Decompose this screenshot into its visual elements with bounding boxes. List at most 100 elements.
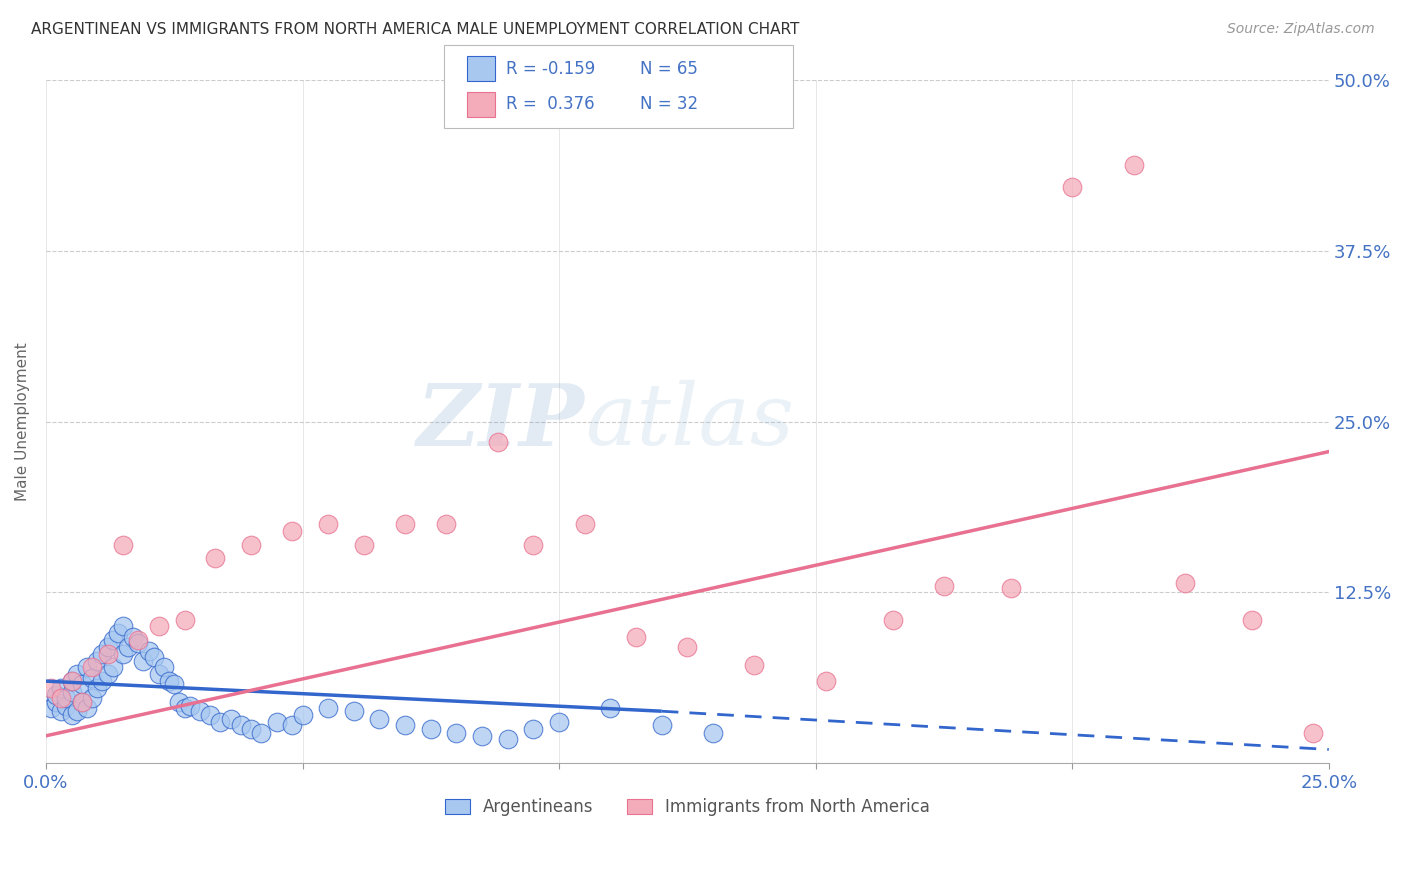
Point — [82, 690, 104, 705]
Point — [148, 619, 170, 633]
Point — [138, 644, 160, 658]
Point — [60, 685, 83, 699]
Text: ARGENTINEAN VS IMMIGRANTS FROM NORTH AMERICA MALE UNEMPLOYMENT CORRELATION CHART: ARGENTINEAN VS IMMIGRANTS FROM NORTH AME… — [31, 22, 799, 37]
Point — [522, 537, 544, 551]
Point — [814, 674, 837, 689]
Point — [394, 718, 416, 732]
Point — [96, 647, 118, 661]
Point — [51, 690, 73, 705]
Point — [343, 704, 366, 718]
Point — [101, 660, 124, 674]
Point — [179, 698, 201, 713]
Point — [353, 537, 375, 551]
Point — [55, 698, 77, 713]
Point — [101, 633, 124, 648]
Text: N = 65: N = 65 — [640, 60, 697, 78]
Point — [39, 701, 62, 715]
Point — [419, 722, 441, 736]
Point — [209, 715, 232, 730]
Point — [219, 713, 242, 727]
Point — [624, 631, 647, 645]
Point — [204, 551, 226, 566]
Point — [117, 640, 139, 654]
Point — [51, 681, 73, 695]
Point — [548, 715, 571, 730]
Point — [60, 674, 83, 689]
Point — [240, 722, 263, 736]
Point — [188, 704, 211, 718]
Point — [169, 695, 191, 709]
Point — [229, 718, 252, 732]
Point — [91, 647, 114, 661]
Point — [82, 672, 104, 686]
Point — [1174, 575, 1197, 590]
Point — [66, 667, 89, 681]
Point — [127, 633, 149, 648]
Point — [111, 537, 134, 551]
Point — [163, 677, 186, 691]
Point — [96, 667, 118, 681]
Point — [76, 660, 98, 674]
Point — [91, 674, 114, 689]
Point — [446, 726, 468, 740]
Point — [599, 701, 621, 715]
Point — [496, 731, 519, 746]
Point — [96, 640, 118, 654]
Legend: Argentineans, Immigrants from North America: Argentineans, Immigrants from North Amer… — [439, 792, 936, 823]
Y-axis label: Male Unemployment: Male Unemployment — [15, 343, 30, 501]
Point — [316, 516, 339, 531]
Point — [148, 667, 170, 681]
Point — [574, 516, 596, 531]
Point — [70, 677, 93, 691]
Text: ZIP: ZIP — [416, 380, 585, 463]
Point — [122, 631, 145, 645]
Point — [142, 649, 165, 664]
Point — [173, 701, 195, 715]
Point — [70, 695, 93, 709]
Point — [111, 619, 134, 633]
Point — [45, 688, 67, 702]
Point — [932, 578, 955, 592]
Point — [281, 524, 304, 538]
Point — [86, 681, 108, 695]
Point — [522, 722, 544, 736]
Point — [240, 537, 263, 551]
Point — [1062, 179, 1084, 194]
Text: atlas: atlas — [585, 380, 794, 463]
Point — [368, 713, 391, 727]
Point — [76, 701, 98, 715]
Point — [111, 647, 134, 661]
Point — [132, 654, 155, 668]
Point — [157, 674, 180, 689]
Point — [70, 695, 93, 709]
Point — [250, 726, 273, 740]
Point — [51, 704, 73, 718]
Point — [1302, 726, 1324, 740]
Text: Source: ZipAtlas.com: Source: ZipAtlas.com — [1227, 22, 1375, 37]
Point — [173, 613, 195, 627]
Point — [486, 435, 509, 450]
Point — [676, 640, 699, 654]
Point — [198, 708, 221, 723]
Point — [127, 636, 149, 650]
Point — [394, 516, 416, 531]
Point — [281, 718, 304, 732]
Point — [651, 718, 673, 732]
Point — [60, 674, 83, 689]
Point — [153, 660, 176, 674]
Point — [39, 681, 62, 695]
Point — [316, 701, 339, 715]
Text: R =  0.376: R = 0.376 — [506, 95, 595, 113]
Text: R = -0.159: R = -0.159 — [506, 60, 595, 78]
Point — [86, 654, 108, 668]
Text: N = 32: N = 32 — [640, 95, 697, 113]
Point — [1240, 613, 1263, 627]
Point — [1122, 158, 1144, 172]
Point — [1000, 581, 1022, 595]
Point — [82, 660, 104, 674]
Point — [434, 516, 457, 531]
Point — [266, 715, 288, 730]
Point — [66, 704, 89, 718]
Point — [471, 729, 494, 743]
Point — [742, 657, 765, 672]
